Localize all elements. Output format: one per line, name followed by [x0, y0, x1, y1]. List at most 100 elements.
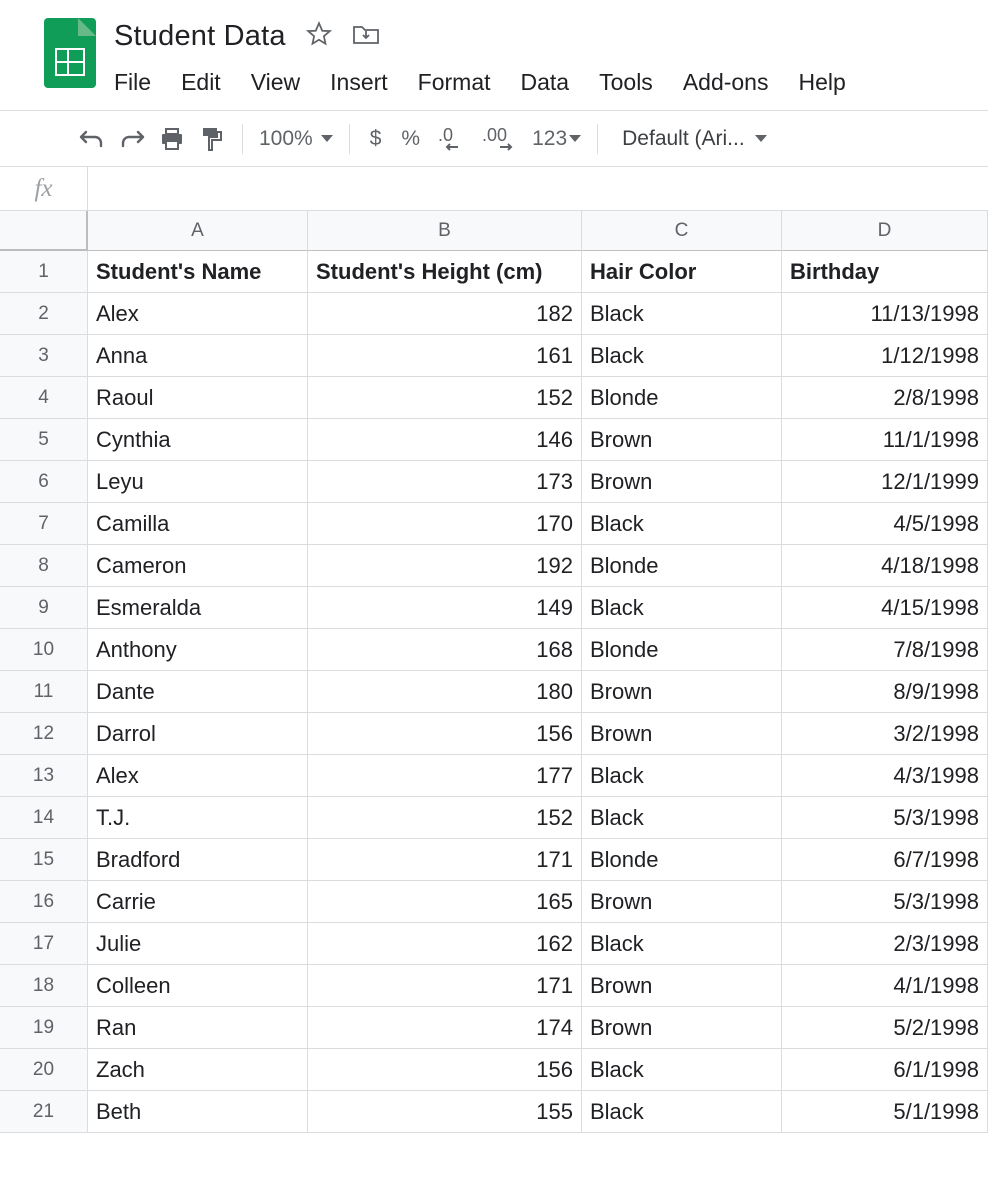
cell[interactable]: 192 — [308, 545, 582, 587]
font-family-select[interactable]: Default (Ari... — [616, 127, 773, 151]
cell[interactable]: 4/18/1998 — [782, 545, 988, 587]
column-header-B[interactable]: B — [308, 211, 582, 251]
column-header-A[interactable]: A — [88, 211, 308, 251]
cell[interactable]: Beth — [88, 1091, 308, 1133]
cell[interactable]: 12/1/1999 — [782, 461, 988, 503]
menu-tools[interactable]: Tools — [599, 69, 653, 96]
column-header-D[interactable]: D — [782, 211, 988, 251]
cell[interactable]: Dante — [88, 671, 308, 713]
decrease-decimal-button[interactable]: .0 — [430, 121, 474, 157]
cell[interactable]: 152 — [308, 797, 582, 839]
menu-data[interactable]: Data — [521, 69, 570, 96]
cell[interactable]: 182 — [308, 293, 582, 335]
cell[interactable]: Black — [582, 1091, 782, 1133]
print-button[interactable] — [152, 121, 192, 157]
cell[interactable]: Black — [582, 1049, 782, 1091]
cell[interactable]: Julie — [88, 923, 308, 965]
cell[interactable]: 156 — [308, 1049, 582, 1091]
redo-button[interactable] — [112, 121, 152, 157]
cell[interactable]: 5/3/1998 — [782, 797, 988, 839]
move-to-drive-icon[interactable] — [352, 23, 380, 50]
row-header[interactable]: 6 — [0, 461, 88, 503]
paint-format-button[interactable] — [192, 121, 232, 157]
cell[interactable]: Brown — [582, 965, 782, 1007]
cell[interactable]: Anna — [88, 335, 308, 377]
cell[interactable]: 171 — [308, 965, 582, 1007]
cell[interactable]: 4/5/1998 — [782, 503, 988, 545]
cell[interactable]: Hair Color — [582, 251, 782, 293]
cell[interactable]: 6/1/1998 — [782, 1049, 988, 1091]
cell[interactable]: T.J. — [88, 797, 308, 839]
row-header[interactable]: 13 — [0, 755, 88, 797]
cell[interactable]: Colleen — [88, 965, 308, 1007]
cell[interactable]: 180 — [308, 671, 582, 713]
cell[interactable]: 11/1/1998 — [782, 419, 988, 461]
menu-view[interactable]: View — [251, 69, 300, 96]
menu-help[interactable]: Help — [798, 69, 845, 96]
cell[interactable]: Blonde — [582, 377, 782, 419]
cell[interactable]: Student's Height (cm) — [308, 251, 582, 293]
row-header[interactable]: 14 — [0, 797, 88, 839]
cell[interactable]: 171 — [308, 839, 582, 881]
cell[interactable]: Camilla — [88, 503, 308, 545]
cell[interactable]: Black — [582, 923, 782, 965]
cell[interactable]: Alex — [88, 755, 308, 797]
cell[interactable]: Black — [582, 503, 782, 545]
cell[interactable]: 174 — [308, 1007, 582, 1049]
row-header[interactable]: 21 — [0, 1091, 88, 1133]
cell[interactable]: 162 — [308, 923, 582, 965]
cell[interactable]: Alex — [88, 293, 308, 335]
cell[interactable]: 8/9/1998 — [782, 671, 988, 713]
formula-input[interactable] — [88, 167, 988, 210]
cell[interactable]: 4/1/1998 — [782, 965, 988, 1007]
cell[interactable]: Cameron — [88, 545, 308, 587]
row-header[interactable]: 20 — [0, 1049, 88, 1091]
row-header[interactable]: 4 — [0, 377, 88, 419]
menu-format[interactable]: Format — [418, 69, 491, 96]
sheets-doc-icon[interactable] — [44, 18, 96, 88]
cell[interactable]: Brown — [582, 461, 782, 503]
menu-file[interactable]: File — [114, 69, 151, 96]
cell[interactable]: Brown — [582, 881, 782, 923]
row-header[interactable]: 16 — [0, 881, 88, 923]
doc-title[interactable]: Student Data — [114, 20, 286, 53]
fx-icon[interactable]: fx — [0, 167, 88, 210]
cell[interactable]: 11/13/1998 — [782, 293, 988, 335]
cell[interactable]: 1/12/1998 — [782, 335, 988, 377]
cell[interactable]: 149 — [308, 587, 582, 629]
cell[interactable]: 146 — [308, 419, 582, 461]
cell[interactable]: 4/3/1998 — [782, 755, 988, 797]
cell[interactable]: 7/8/1998 — [782, 629, 988, 671]
row-header[interactable]: 11 — [0, 671, 88, 713]
column-header-C[interactable]: C — [582, 211, 782, 251]
cell[interactable]: Black — [582, 293, 782, 335]
cell[interactable]: 2/3/1998 — [782, 923, 988, 965]
undo-button[interactable] — [72, 121, 112, 157]
cell[interactable]: 6/7/1998 — [782, 839, 988, 881]
row-header[interactable]: 1 — [0, 251, 88, 293]
cell[interactable]: Brown — [582, 713, 782, 755]
cell[interactable]: 3/2/1998 — [782, 713, 988, 755]
row-header[interactable]: 12 — [0, 713, 88, 755]
cell[interactable]: Brown — [582, 671, 782, 713]
cell[interactable]: 152 — [308, 377, 582, 419]
cell[interactable]: Black — [582, 335, 782, 377]
select-all-corner[interactable] — [0, 211, 88, 251]
cell[interactable]: Student's Name — [88, 251, 308, 293]
cell[interactable]: 2/8/1998 — [782, 377, 988, 419]
zoom-select[interactable]: 100% — [253, 127, 339, 151]
cell[interactable]: Brown — [582, 419, 782, 461]
cell[interactable]: Darrol — [88, 713, 308, 755]
cell[interactable]: 165 — [308, 881, 582, 923]
cell[interactable]: 170 — [308, 503, 582, 545]
cell[interactable]: Carrie — [88, 881, 308, 923]
cell[interactable]: 5/2/1998 — [782, 1007, 988, 1049]
row-header[interactable]: 10 — [0, 629, 88, 671]
cell[interactable]: Raoul — [88, 377, 308, 419]
cell[interactable]: 161 — [308, 335, 582, 377]
row-header[interactable]: 17 — [0, 923, 88, 965]
cell[interactable]: 156 — [308, 713, 582, 755]
cell[interactable]: Ran — [88, 1007, 308, 1049]
format-percent-button[interactable]: % — [391, 127, 430, 151]
row-header[interactable]: 9 — [0, 587, 88, 629]
